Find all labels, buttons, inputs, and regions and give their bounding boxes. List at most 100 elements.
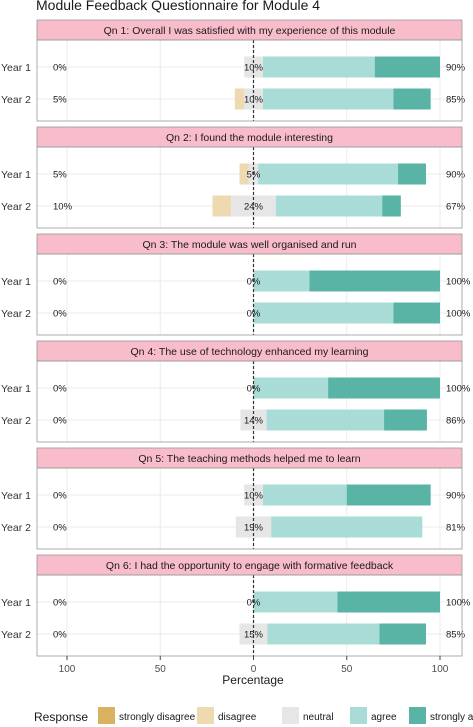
panel-title: Qn 1: Overall I was satisfied with my ex…: [104, 25, 396, 37]
legend-label: disagree: [218, 712, 257, 723]
right-percent-label: 90%: [446, 491, 466, 502]
bar-neutral: [240, 409, 267, 431]
left-percent-label: 0%: [53, 523, 67, 534]
panel-border: [36, 574, 463, 657]
bar-strongly-agree: [393, 302, 440, 324]
bar-strongly-agree: [337, 591, 440, 613]
panel-border: [36, 360, 463, 443]
left-percent-label: 0%: [53, 491, 67, 502]
row-category-label: Year 1: [1, 490, 31, 502]
row-category-label: Year 1: [1, 169, 31, 181]
bar-strongly-agree: [309, 270, 440, 292]
right-percent-label: 85%: [446, 95, 466, 106]
x-tick-label: 100: [432, 664, 449, 675]
legend-swatch: [350, 707, 367, 724]
left-percent-label: 0%: [53, 630, 67, 641]
bar-agree: [253, 302, 394, 324]
right-percent-label: 81%: [446, 523, 466, 534]
row-category-label: Year 1: [1, 62, 31, 74]
right-percent-label: 100%: [446, 598, 471, 609]
bar-agree: [258, 163, 399, 185]
row-category-label: Year 1: [1, 276, 31, 288]
facet-panel: Qn 1: Overall I was satisfied with my ex…: [1, 19, 466, 122]
x-axis-title: Percentage: [222, 673, 284, 687]
row-category-label: Year 2: [1, 415, 31, 427]
right-percent-label: 100%: [446, 309, 471, 320]
facet-panel: Qn 2: I found the module interesting Year…: [1, 126, 466, 229]
right-percent-label: 85%: [446, 630, 466, 641]
legend-label: strongly agree: [430, 712, 473, 723]
right-percent-label: 100%: [446, 384, 471, 395]
right-percent-label: 67%: [446, 202, 466, 213]
facet-panel: Qn 5: The teaching methods helped me to …: [1, 447, 466, 550]
facet-panel: Qn 3: The module was well organised and …: [1, 233, 471, 336]
bar-agree: [262, 56, 375, 78]
x-axis: 100 50 0 50 100: [59, 656, 449, 675]
right-percent-label: 90%: [446, 170, 466, 181]
legend-label: agree: [371, 712, 397, 723]
row-category-label: Year 1: [1, 597, 31, 609]
legend-label: strongly disagree: [119, 712, 196, 723]
left-percent-label: 5%: [53, 95, 67, 106]
bar-strongly-agree: [382, 195, 401, 217]
panel-border: [36, 253, 463, 336]
row-category-label: Year 2: [1, 629, 31, 641]
bar-agree: [262, 88, 394, 110]
legend-swatch: [197, 707, 214, 724]
bar-agree: [271, 516, 423, 538]
legend-swatch: [282, 707, 299, 724]
legend-swatch: [98, 707, 115, 724]
bar-strongly-agree: [328, 377, 440, 399]
facet-panel: Qn 4: The use of technology enhanced my …: [1, 340, 471, 443]
bar-agree: [253, 270, 310, 292]
bar-agree: [275, 195, 383, 217]
bar-strongly-agree: [374, 56, 440, 78]
legend-swatch: [409, 707, 426, 724]
left-percent-label: 0%: [53, 309, 67, 320]
bar-neutral: [244, 88, 263, 110]
legend: Response strongly disagree disagree neutral…: [34, 707, 473, 724]
left-percent-label: 0%: [53, 598, 67, 609]
left-percent-label: 5%: [53, 170, 67, 181]
row-category-label: Year 2: [1, 308, 31, 320]
bar-neutral: [239, 623, 268, 645]
left-percent-label: 0%: [53, 384, 67, 395]
bar-strongly-agree: [384, 409, 427, 431]
chart-panels: Qn 1: Overall I was satisfied with my ex…: [1, 19, 471, 657]
bar-neutral: [235, 516, 272, 538]
x-tick-label: 50: [341, 664, 353, 675]
panel-border: [36, 39, 463, 122]
row-category-label: Year 2: [1, 522, 31, 534]
left-percent-label: 0%: [53, 63, 67, 74]
bar-neutral: [231, 195, 276, 217]
panel-title: Qn 5: The teaching methods helped me to …: [138, 453, 360, 465]
row-category-label: Year 2: [1, 94, 31, 106]
left-percent-label: 0%: [53, 416, 67, 427]
panel-title: Qn 4: The use of technology enhanced my …: [131, 346, 369, 358]
panel-border: [36, 146, 463, 229]
left-percent-label: 0%: [53, 277, 67, 288]
x-tick-label: 50: [155, 664, 167, 675]
right-percent-label: 90%: [446, 63, 466, 74]
bar-strongly-agree: [346, 484, 431, 506]
chart-title: Module Feedback Questionnaire for Module…: [36, 0, 320, 13]
x-tick-label: 0: [251, 664, 257, 675]
row-category-label: Year 2: [1, 201, 31, 213]
right-percent-label: 86%: [446, 416, 466, 427]
x-tick-label: 100: [59, 664, 76, 675]
bar-agree: [266, 409, 385, 431]
panel-title: Qn 6: I had the opportunity to engage wi…: [106, 560, 394, 572]
bar-disagree: [239, 163, 249, 185]
bar-agree: [262, 484, 347, 506]
panel-border: [36, 467, 463, 550]
facet-panel: Qn 6: I had the opportunity to engage wi…: [1, 554, 471, 657]
row-category-label: Year 1: [1, 383, 31, 395]
legend-label: neutral: [303, 712, 334, 723]
bar-disagree: [234, 88, 245, 110]
panel-title: Qn 2: I found the module interesting: [166, 132, 333, 144]
bar-agree: [253, 377, 329, 399]
left-percent-label: 10%: [53, 202, 73, 213]
bar-disagree: [212, 195, 232, 217]
bar-agree: [267, 623, 380, 645]
